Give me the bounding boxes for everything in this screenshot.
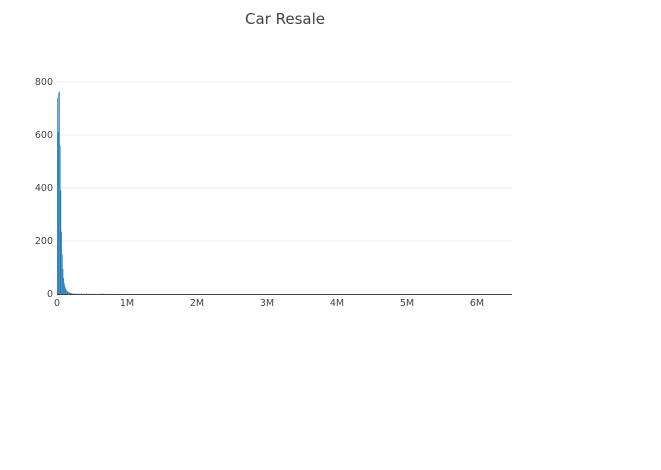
histogram-bar — [61, 254, 63, 294]
histogram-bar — [68, 292, 70, 294]
gridlines — [57, 81, 512, 242]
chart-title: Car Resale — [245, 10, 325, 28]
histogram-bar — [66, 290, 67, 294]
histogram-bar — [86, 293, 88, 294]
histogram-bar — [64, 283, 65, 294]
histogram-bar — [57, 97, 58, 295]
histogram-bar — [64, 286, 66, 294]
histogram-bar — [65, 288, 67, 294]
histogram-bar — [63, 278, 64, 294]
x-tick-label: 2M — [190, 298, 204, 309]
y-tick-label: 200 — [35, 236, 53, 247]
histogram-bar — [59, 145, 61, 294]
y-tick-labels: 0 200 400 600 800 — [35, 77, 53, 300]
histogram-bar — [68, 292, 69, 294]
x-tick-label: 0 — [54, 298, 60, 309]
histogram-bar — [60, 190, 62, 294]
histogram-bar — [78, 293, 80, 294]
y-tick-label: 0 — [47, 289, 53, 300]
histogram-bars — [57, 91, 114, 295]
histogram-bar — [76, 293, 78, 294]
histogram-bar — [59, 91, 60, 295]
histogram-bar — [69, 292, 71, 294]
histogram-bar — [102, 293, 104, 294]
histogram-bar — [72, 293, 74, 294]
x-tick-label: 4M — [330, 298, 344, 309]
histogram-bar — [66, 291, 68, 294]
histogram-bar — [58, 92, 60, 294]
x-tick-label: 6M — [470, 298, 484, 309]
histogram-bar — [67, 291, 69, 294]
histogram-bar — [61, 231, 62, 294]
histogram-bar — [71, 292, 72, 294]
histogram-bar — [92, 293, 93, 294]
x-tick-labels: 0 1M 2M 3M 4M 5M 6M — [54, 298, 484, 309]
y-tick-label: 600 — [35, 130, 53, 141]
histogram-bar — [80, 293, 82, 294]
y-tick-label: 400 — [35, 183, 53, 194]
histogram-bar — [70, 292, 71, 294]
histogram-bar — [74, 293, 76, 294]
histogram-bar — [62, 268, 64, 294]
x-tick-label: 1M — [120, 298, 134, 309]
x-tick-label: 3M — [260, 298, 274, 309]
x-tick-label: 5M — [400, 298, 414, 309]
histogram-bar — [57, 132, 59, 294]
y-tick-label: 800 — [35, 77, 53, 88]
